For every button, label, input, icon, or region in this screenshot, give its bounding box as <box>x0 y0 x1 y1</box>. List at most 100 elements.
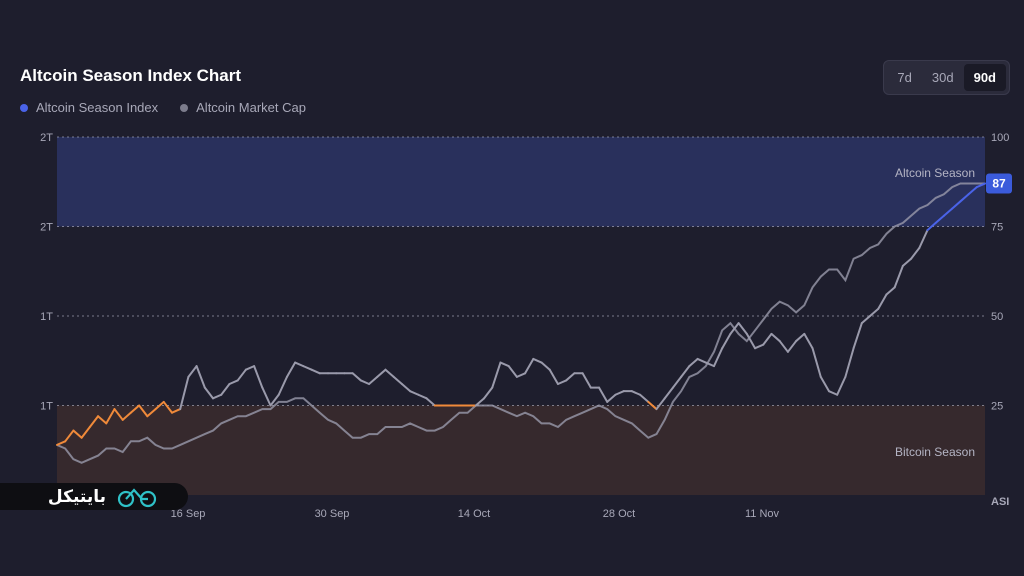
legend-label-index: Altcoin Season Index <box>36 100 159 115</box>
zone-label-altcoin: Altcoin Season <box>895 166 975 180</box>
series-segment-altcoin-season-index <box>97 415 108 425</box>
series-segment-altcoin-season-index <box>942 207 954 217</box>
series-segment-altcoin-season-index <box>639 393 650 403</box>
series-segment-altcoin-season-index <box>417 393 428 400</box>
series-segment-altcoin-season-index <box>491 361 502 389</box>
series-segment-altcoin-season-index <box>556 379 568 386</box>
series-segment-altcoin-season-index <box>778 340 789 353</box>
series-segment-altcoin-season-index <box>400 383 412 393</box>
legend-label-marketcap: Altcoin Market Cap <box>196 100 306 115</box>
series-segment-altcoin-season-index <box>384 368 395 378</box>
series-segment-altcoin-season-index <box>655 397 666 411</box>
series-segment-altcoin-season-index <box>844 347 855 378</box>
series-segment-altcoin-season-index <box>121 411 132 421</box>
range-7d-button[interactable]: 7d <box>897 70 912 85</box>
series-segment-altcoin-season-index <box>72 429 83 439</box>
series-segment-altcoin-season-index <box>910 246 921 260</box>
series-segment-altcoin-season-index <box>88 415 100 428</box>
range-90d-button[interactable]: 90d <box>963 64 1006 91</box>
series-segment-altcoin-season-index <box>220 383 231 396</box>
series-segment-altcoin-season-index <box>934 214 945 224</box>
series-segment-altcoin-season-index <box>926 221 937 232</box>
y-left-tick: 1T <box>40 401 53 413</box>
series-segment-altcoin-season-index <box>228 379 239 386</box>
series-segment-altcoin-season-index <box>285 361 297 378</box>
series-segment-altcoin-season-index <box>951 200 962 210</box>
series-segment-altcoin-season-index <box>368 375 379 386</box>
series-segment-altcoin-season-index <box>712 347 724 368</box>
series-segment-altcoin-season-index <box>409 390 420 396</box>
series-segment-altcoin-season-index <box>803 332 814 350</box>
x-tick-label: 30 Sep <box>315 508 350 520</box>
series-segment-altcoin-season-index <box>64 429 75 443</box>
series-segment-altcoin-season-index <box>532 357 543 364</box>
range-selector: 7d 30d 90d <box>883 60 1010 95</box>
y-right-tick: 100 <box>991 132 1009 144</box>
series-segment-altcoin-season-index <box>154 400 165 411</box>
legend-item-marketcap[interactable]: Altcoin Market Cap <box>180 100 306 115</box>
series-segment-altcoin-season-index <box>836 375 847 396</box>
current-value-badge <box>986 173 1012 194</box>
series-segment-altcoin-season-index <box>507 365 518 378</box>
x-tick-label: 11 Nov <box>745 508 780 520</box>
series-segment-altcoin-season-index <box>236 368 247 382</box>
series-segment-altcoin-season-index <box>56 440 67 446</box>
series-segment-altcoin-season-index <box>524 357 535 375</box>
series-segment-altcoin-season-index <box>614 390 625 396</box>
series-segment-altcoin-season-index <box>203 386 215 400</box>
logo-text: بایتیکل <box>47 486 106 507</box>
range-30d-button[interactable]: 30d <box>931 70 954 85</box>
series-segment-altcoin-season-index <box>893 264 904 289</box>
x-tick-label: 14 Oct <box>458 508 490 520</box>
series-segment-altcoin-season-index <box>770 332 781 343</box>
series-segment-altcoin-season-index <box>359 379 371 386</box>
series-segment-altcoin-season-index <box>179 375 190 411</box>
series-segment-altcoin-season-index <box>967 186 978 196</box>
y-left-tick: 2T <box>40 132 53 144</box>
series-segment-altcoin-season-index <box>754 343 765 350</box>
legend-dot-marketcap <box>180 103 189 112</box>
y-right-tick: 50 <box>991 311 1003 323</box>
series-segment-altcoin-season-index <box>630 390 642 396</box>
series-segment-altcoin-season-index <box>704 361 715 368</box>
series-segment-altcoin-season-index <box>515 372 527 378</box>
series-segment-altcoin-season-index <box>959 193 970 203</box>
series-segment-altcoin-season-index <box>729 322 740 335</box>
series-segment-altcoin-season-index <box>80 425 91 439</box>
legend-item-index[interactable]: Altcoin Season Index <box>20 100 158 115</box>
y-right-tick: 25 <box>991 401 1003 413</box>
series-segment-altcoin-season-index <box>565 372 576 382</box>
page-title: Altcoin Season Index Chart <box>20 66 242 85</box>
series-segment-altcoin-season-index <box>819 375 830 393</box>
series-segment-altcoin-season-index <box>294 361 305 368</box>
series-segment-altcoin-season-index <box>795 332 806 343</box>
series-segment-altcoin-season-index <box>187 365 198 378</box>
series-segment-altcoin-season-index <box>351 372 362 382</box>
series-segment-altcoin-season-index <box>425 397 436 407</box>
series-segment-altcoin-season-index <box>827 390 839 396</box>
series-segment-altcoin-season-index <box>162 400 173 414</box>
series-segment-altcoin-season-index <box>129 404 141 414</box>
series-segment-altcoin-season-index <box>721 332 732 350</box>
series-segment-altcoin-season-index <box>474 397 486 407</box>
series-segment-altcoin-season-index <box>170 408 182 414</box>
series-segment-altcoin-season-index <box>688 357 699 368</box>
series-segment-altcoin-season-index <box>499 361 510 368</box>
series-segment-altcoin-season-index <box>244 365 256 371</box>
series-segment-altcoin-season-index <box>737 322 748 335</box>
zone-label-bitcoin: Bitcoin Season <box>895 445 975 459</box>
series-segment-altcoin-season-index <box>310 368 321 375</box>
legend: Altcoin Season Index Altcoin Market Cap <box>20 100 306 115</box>
series-segment-altcoin-season-index <box>195 365 206 389</box>
y-right-tick: 75 <box>991 222 1003 234</box>
series-segment-altcoin-season-index <box>663 386 674 400</box>
series-segment-altcoin-season-index <box>671 375 683 389</box>
current-value-text: 87 <box>992 177 1006 191</box>
series-segment-altcoin-season-index <box>918 229 929 249</box>
series-segment-altcoin-season-index <box>680 365 691 378</box>
x-tick-label: 16 Sep <box>171 508 206 520</box>
series-segment-altcoin-season-index <box>302 365 313 371</box>
series-segment-altcoin-season-index <box>392 375 403 386</box>
bicycle-icon <box>117 487 157 507</box>
